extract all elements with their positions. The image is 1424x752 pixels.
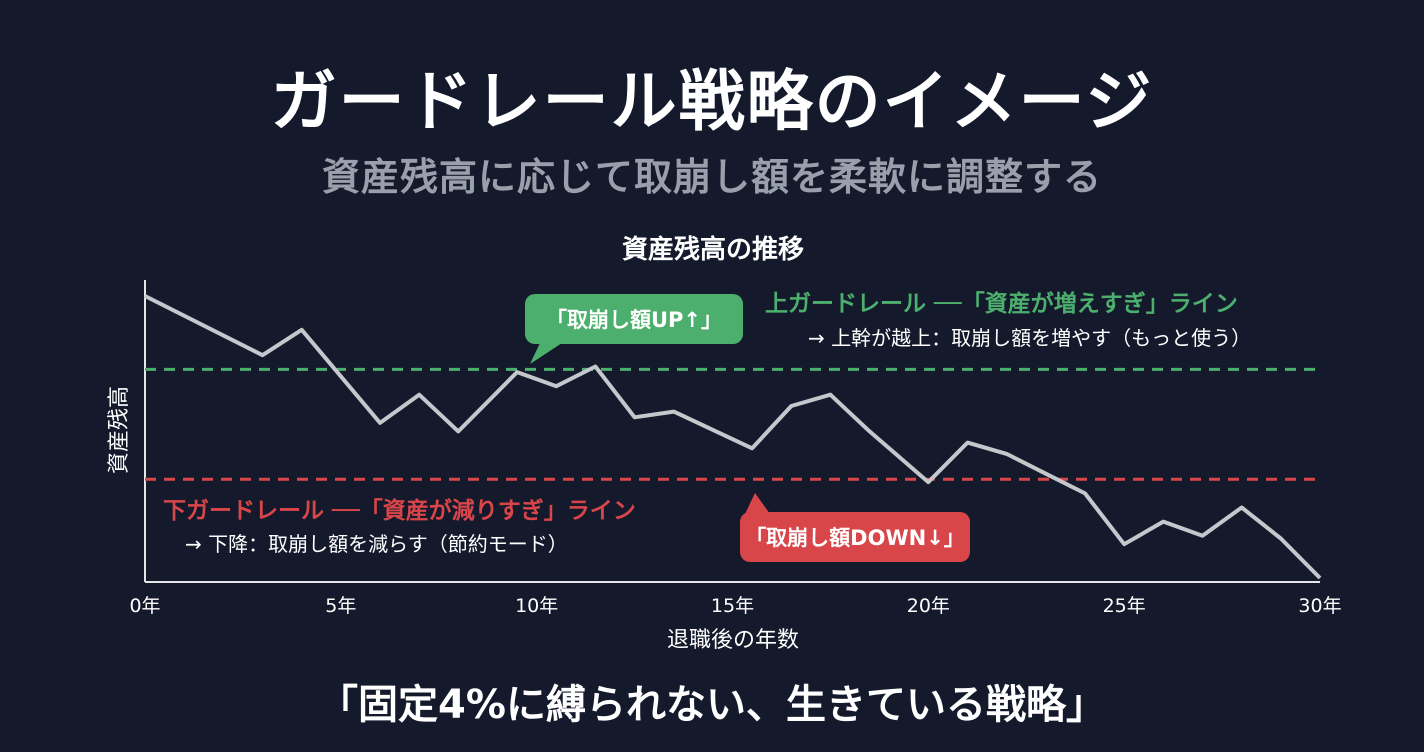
- upper-callout-text: 「取崩し額UP↑」: [546, 308, 722, 332]
- lower-callout-bubble: [740, 512, 970, 562]
- lower-callout-text: 「取崩し額DOWN↓」: [745, 526, 965, 550]
- x-tick-label: 30年: [1298, 595, 1341, 617]
- x-tick-label: 15年: [711, 595, 754, 617]
- upper-callout: 「取崩し額UP↑」: [525, 294, 743, 364]
- page-subtitle: 資産残高に応じて取崩し額を柔軟に調整する: [321, 155, 1102, 199]
- upper-callout-pointer: [530, 343, 562, 364]
- x-tick-label: 20年: [907, 595, 950, 617]
- chart-title: 資産残高の推移: [622, 234, 804, 265]
- lower-guardrail-note: → 下降：取崩し額を減らす（節約モード）: [185, 532, 568, 556]
- asset-balance-series-line: [144, 294, 1322, 580]
- x-tick-labels: 0年 5年 10年 15年 20年 25年 30年: [129, 595, 1341, 617]
- upper-callout-bubble: [525, 294, 743, 344]
- lower-guardrail-label: 下ガードレール ──「資産が減りすぎ」ライン: [163, 497, 636, 524]
- upper-guardrail-note: → 上幹が越上：取崩し額を増やす（もっと使う）: [808, 326, 1251, 350]
- x-tick-label: 10年: [515, 595, 558, 617]
- y-axis-label: 資産残高: [107, 386, 132, 474]
- page-title: ガードレール戦略のイメージ: [270, 63, 1154, 140]
- footer-tagline: 「固定4%に縛られない、生きている戦略」: [318, 682, 1106, 728]
- upper-guardrail-label: 上ガードレール ──「資産が増えすぎ」ライン: [765, 290, 1238, 317]
- lower-callout-pointer: [745, 493, 770, 514]
- x-tick-label: 0年: [129, 595, 160, 617]
- x-tick-label: 5年: [325, 595, 356, 617]
- lower-callout: 「取崩し額DOWN↓」: [740, 493, 970, 562]
- x-axis-label: 退職後の年数: [667, 628, 799, 653]
- x-tick-label: 25年: [1103, 595, 1146, 617]
